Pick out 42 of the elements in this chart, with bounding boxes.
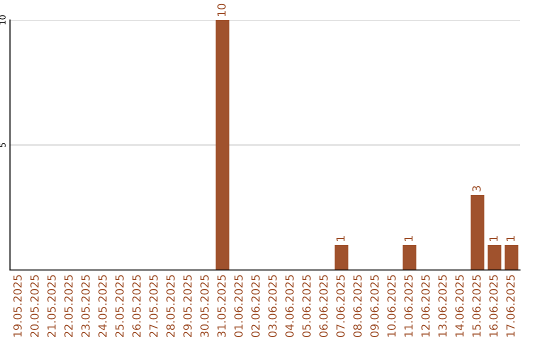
bar [504,245,518,270]
x-tick-label: 26.05.2025 [132,275,141,337]
x-tick-label: 02.06.2025 [251,275,260,338]
x-tick-label: 24.05.2025 [98,275,107,337]
x-tick-label: 19.05.2025 [13,275,22,337]
x-tick-label: 28.05.2025 [166,275,175,337]
bar [488,245,502,270]
x-tick-label: 10.06.2025 [387,275,396,337]
data-label: 10 [217,4,226,16]
x-tick-label: 03.06.2025 [268,275,277,338]
bar [470,195,484,270]
data-label: 1 [489,236,498,241]
x-tick-label: 15.06.2025 [472,275,481,337]
x-tick-label: 01.06.2025 [234,275,243,338]
x-tick-label: 05.06.2025 [302,275,311,338]
x-tick-label: 30.05.2025 [200,275,209,337]
x-tick-label: 11.06.2025 [404,275,413,337]
x-tick-label: 20.05.2025 [30,275,39,337]
x-tick-label: 16.06.2025 [489,275,498,337]
x-tick-label: 31.05.2025 [217,275,226,337]
data-label: 1 [506,236,515,241]
x-tick-label: 09.06.2025 [370,275,379,338]
x-tick-label: 21.05.2025 [47,275,56,337]
x-tick-label: 07.06.2025 [336,275,345,338]
data-label: 3 [472,186,481,192]
data-label: 1 [336,236,345,241]
bar [334,245,348,270]
x-tick-label: 22.05.2025 [64,275,73,337]
x-tick-label: 06.06.2025 [319,275,328,338]
bar [402,245,416,270]
x-tick-label: 12.06.2025 [421,275,430,337]
x-tick-label: 14.06.2025 [455,275,464,337]
x-tick-label: 29.05.2025 [183,275,192,337]
x-tick-label: 23.05.2025 [81,275,90,337]
x-tick-label: 17.06.2025 [506,275,515,337]
x-tick-label: 13.06.2025 [438,275,447,337]
data-label: 1 [404,236,413,241]
bar [216,20,230,270]
x-tick-label: 27.05.2025 [149,275,158,337]
x-tick-label: 08.06.2025 [353,275,362,338]
x-tick-label: 25.05.2025 [115,275,124,337]
x-tick-label: 04.06.2025 [285,275,294,338]
